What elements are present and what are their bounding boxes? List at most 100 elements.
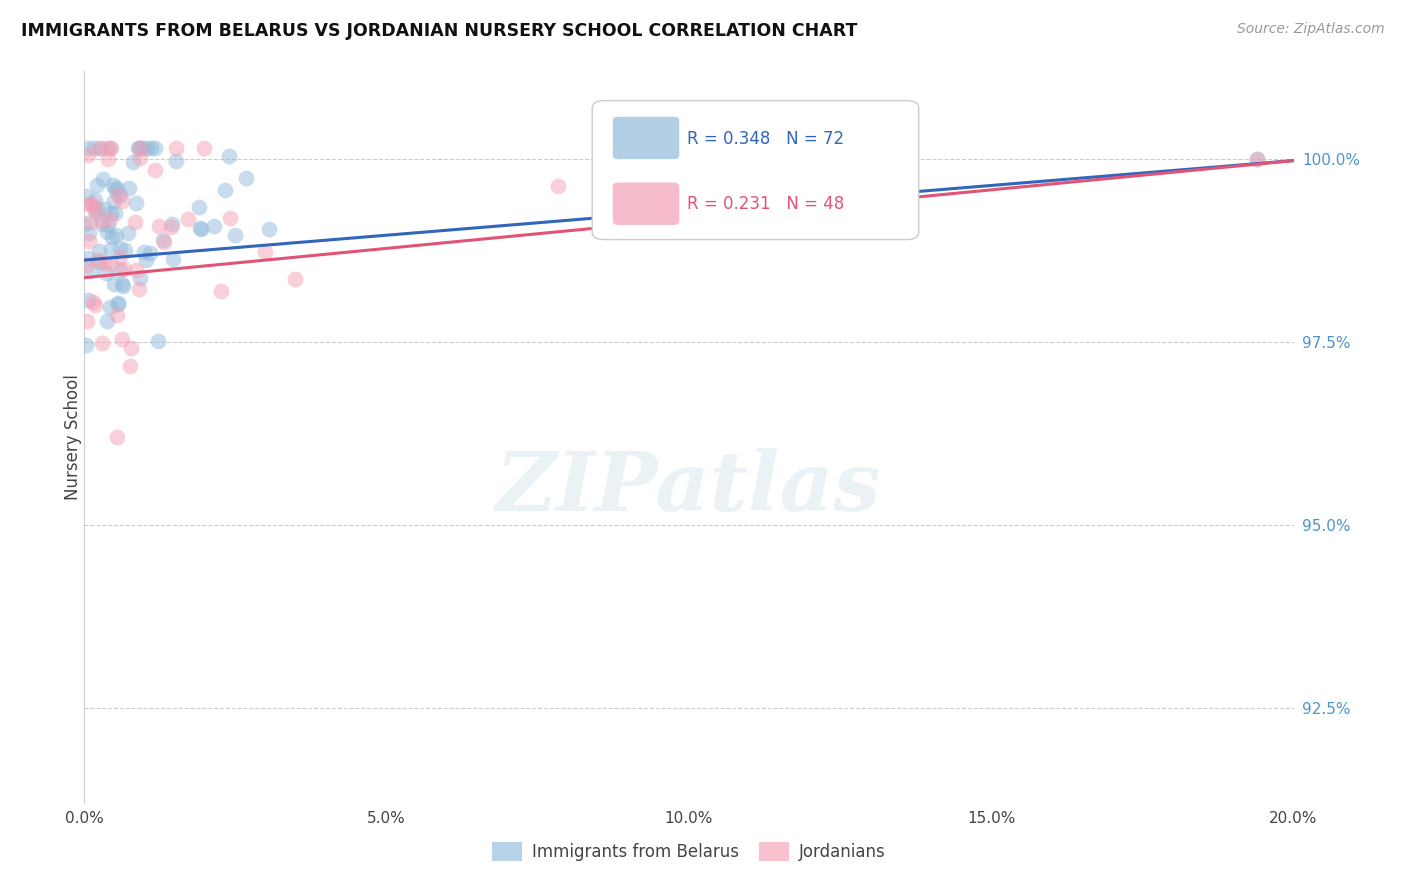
Point [77, 227, 100, 241]
Point [125, 195, 148, 210]
Point [148, 219, 170, 234]
Point [110, 262, 132, 277]
Point [104, 182, 127, 196]
Point [104, 206, 127, 220]
Point [128, 283, 150, 297]
Point [80, 264, 103, 278]
FancyBboxPatch shape [613, 117, 679, 159]
Point [134, 245, 156, 260]
Point [254, 244, 277, 259]
Point [90, 141, 112, 155]
Point [86, 252, 108, 267]
Point [135, 141, 157, 155]
Point [224, 227, 246, 242]
Text: ZIPatlas: ZIPatlas [496, 449, 882, 528]
Point [111, 279, 134, 293]
Point [100, 141, 122, 155]
Point [79, 215, 101, 229]
Point [146, 334, 169, 348]
Point [153, 235, 176, 250]
Point [190, 221, 212, 235]
Point [143, 141, 166, 155]
Point [84, 206, 107, 220]
Point [138, 246, 160, 260]
Point [97, 152, 120, 166]
Text: R = 0.348   N = 72: R = 0.348 N = 72 [686, 129, 844, 148]
Point [96, 218, 118, 232]
Point [112, 261, 135, 276]
Point [96, 267, 118, 281]
Point [76, 314, 98, 328]
Point [96, 314, 118, 328]
Point [125, 262, 148, 277]
Point [104, 227, 127, 242]
Point [90, 214, 112, 228]
FancyBboxPatch shape [592, 101, 918, 240]
Point [82, 295, 104, 310]
Point [105, 308, 128, 322]
Point [87, 141, 110, 155]
Point [118, 359, 141, 374]
Point [76, 258, 98, 272]
Point [96, 141, 118, 155]
Point [111, 332, 134, 346]
Point [103, 194, 125, 208]
Point [214, 183, 236, 197]
Point [165, 141, 187, 155]
Point [101, 230, 124, 244]
Point [165, 153, 187, 168]
Point [143, 162, 166, 177]
Point [91, 171, 114, 186]
Point [114, 243, 136, 257]
Point [75, 338, 97, 352]
Point [111, 277, 134, 292]
Point [218, 149, 240, 163]
Point [108, 241, 131, 255]
Point [547, 179, 569, 194]
Text: IMMIGRANTS FROM BELARUS VS JORDANIAN NURSERY SCHOOL CORRELATION CHART: IMMIGRANTS FROM BELARUS VS JORDANIAN NUR… [21, 22, 858, 40]
Point [159, 219, 181, 234]
Point [111, 194, 134, 209]
Point [107, 295, 129, 310]
Point [105, 181, 128, 195]
Y-axis label: Nursery School: Nursery School [65, 374, 82, 500]
Point [73, 217, 96, 231]
Point [91, 218, 114, 232]
Point [190, 222, 212, 236]
Point [83, 203, 105, 218]
Point [284, 272, 307, 286]
Point [202, 219, 225, 233]
Point [122, 155, 145, 169]
Point [177, 212, 200, 227]
Point [219, 211, 242, 225]
Point [124, 215, 146, 229]
Legend: Immigrants from Belarus, Jordanians: Immigrants from Belarus, Jordanians [485, 835, 893, 868]
Point [89, 244, 111, 259]
Point [127, 141, 149, 155]
Point [96, 226, 118, 240]
Point [1246, 152, 1268, 166]
Point [98, 141, 121, 155]
Point [77, 293, 100, 307]
Point [187, 200, 209, 214]
Point [83, 141, 105, 155]
Point [120, 341, 142, 355]
Point [103, 277, 125, 291]
Point [77, 197, 100, 211]
Point [118, 180, 141, 194]
Point [84, 298, 107, 312]
Point [110, 250, 132, 264]
Point [131, 141, 153, 155]
Point [129, 141, 152, 155]
Point [100, 257, 122, 271]
Point [129, 151, 152, 165]
Point [79, 196, 101, 211]
Point [129, 271, 152, 285]
Point [152, 233, 174, 247]
Point [1246, 152, 1268, 166]
Point [84, 193, 107, 207]
Point [98, 212, 121, 227]
Point [135, 253, 157, 268]
Text: R = 0.231   N = 48: R = 0.231 N = 48 [686, 194, 844, 213]
Point [82, 197, 104, 211]
